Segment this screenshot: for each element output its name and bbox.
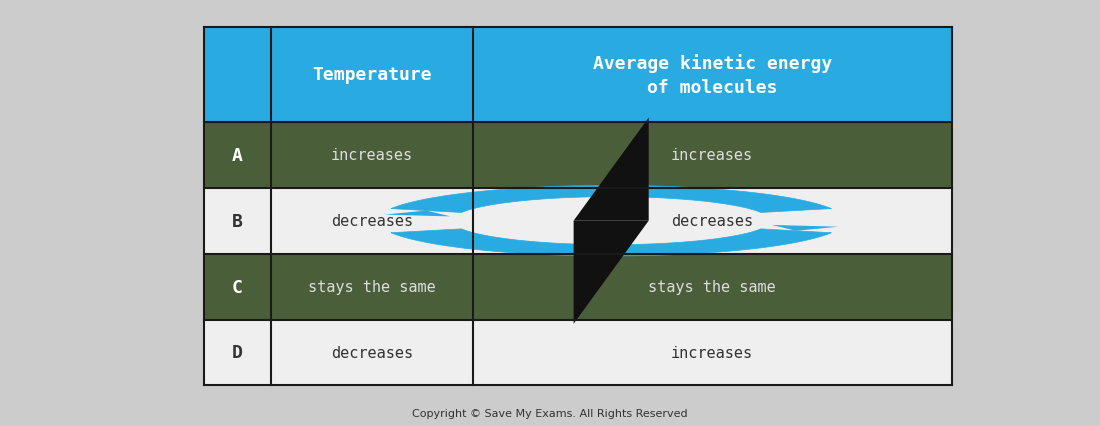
Bar bbox=[204, 320, 271, 386]
Bar bbox=[271, 254, 473, 320]
Text: increases: increases bbox=[331, 148, 412, 163]
Text: decreases: decreases bbox=[671, 214, 754, 229]
Text: D: D bbox=[232, 344, 243, 362]
Polygon shape bbox=[772, 225, 838, 231]
Bar bbox=[204, 28, 271, 123]
Polygon shape bbox=[390, 229, 832, 256]
Bar bbox=[271, 28, 473, 123]
Text: stays the same: stays the same bbox=[648, 279, 776, 294]
Bar bbox=[204, 254, 271, 320]
Polygon shape bbox=[573, 221, 649, 324]
Text: increases: increases bbox=[671, 148, 754, 163]
Polygon shape bbox=[390, 186, 832, 213]
Text: Average kinetic energy
of molecules: Average kinetic energy of molecules bbox=[593, 54, 832, 96]
Bar bbox=[271, 188, 473, 254]
Text: A: A bbox=[232, 147, 243, 164]
Text: Temperature: Temperature bbox=[312, 66, 431, 84]
Polygon shape bbox=[573, 118, 649, 221]
Bar bbox=[204, 188, 271, 254]
Bar bbox=[473, 254, 952, 320]
Bar bbox=[204, 123, 271, 188]
Text: B: B bbox=[232, 212, 243, 230]
Text: C: C bbox=[232, 278, 243, 296]
Bar bbox=[271, 123, 473, 188]
Text: decreases: decreases bbox=[331, 345, 412, 360]
Bar bbox=[473, 28, 952, 123]
Bar bbox=[271, 320, 473, 386]
Text: decreases: decreases bbox=[331, 214, 412, 229]
Polygon shape bbox=[384, 211, 451, 217]
Bar bbox=[473, 123, 952, 188]
Bar bbox=[473, 188, 952, 254]
Bar bbox=[473, 320, 952, 386]
Text: stays the same: stays the same bbox=[308, 279, 436, 294]
Text: increases: increases bbox=[671, 345, 754, 360]
Text: Copyright © Save My Exams. All Rights Reserved: Copyright © Save My Exams. All Rights Re… bbox=[412, 409, 688, 418]
